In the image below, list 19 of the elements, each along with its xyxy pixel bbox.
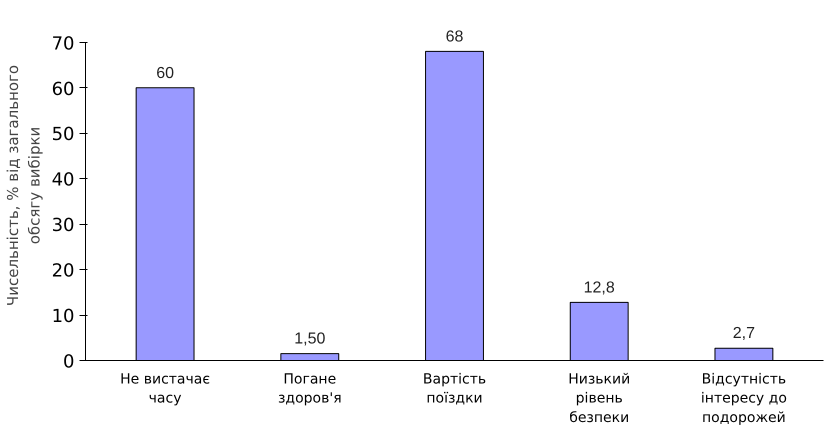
x-tick-label: Не вистачає часу xyxy=(120,372,210,407)
data-label: 68 xyxy=(446,28,464,46)
y-tick-label: 10 xyxy=(52,306,74,328)
y-tick-label: 70 xyxy=(52,33,74,54)
x-tick-label: Низький рівень безпеки xyxy=(568,372,630,426)
data-label: 1,50 xyxy=(294,330,326,348)
y-tick-label: 20 xyxy=(52,260,74,282)
x-tick-label: Погане здоров'я xyxy=(278,372,342,407)
y-tick-label: 50 xyxy=(52,124,74,146)
y-tick-label: 60 xyxy=(52,78,74,100)
data-label: 2,7 xyxy=(732,325,756,342)
y-tick-label: 30 xyxy=(52,215,74,236)
y-tick-label: 0 xyxy=(63,352,74,372)
y-tick-label: 40 xyxy=(52,170,74,191)
x-tick-label: Відсутність інтересу до подорожей xyxy=(700,372,787,426)
data-label: 60 xyxy=(156,64,174,82)
data-label: 12,8 xyxy=(584,279,615,296)
x-tick-label: Вартість поїздки xyxy=(422,372,486,407)
y-axis-title: Чисельність, % від загального обсягу вибірки xyxy=(4,64,44,306)
